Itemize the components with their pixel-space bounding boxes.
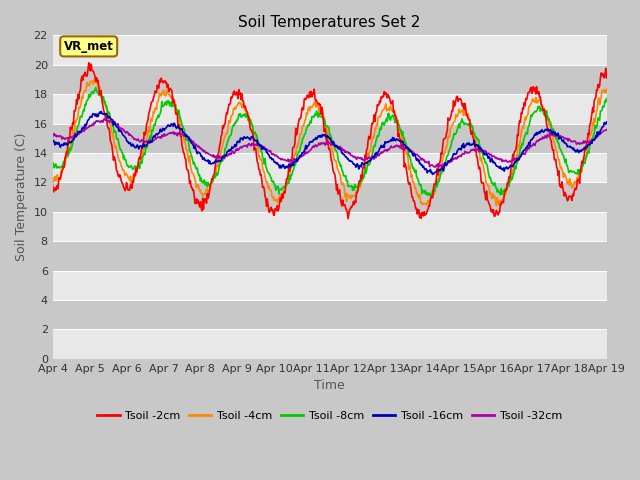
Bar	[52, 65, 607, 94]
Bar	[52, 182, 607, 212]
Legend: Tsoil -2cm, Tsoil -4cm, Tsoil -8cm, Tsoil -16cm, Tsoil -32cm: Tsoil -2cm, Tsoil -4cm, Tsoil -8cm, Tsoi…	[93, 407, 566, 425]
Text: VR_met: VR_met	[64, 40, 114, 53]
Bar	[52, 94, 607, 123]
Bar	[52, 36, 607, 65]
Y-axis label: Soil Temperature (C): Soil Temperature (C)	[15, 133, 28, 262]
Bar	[52, 241, 607, 271]
Title: Soil Temperatures Set 2: Soil Temperatures Set 2	[239, 15, 421, 30]
Bar	[52, 153, 607, 182]
Bar	[52, 300, 607, 329]
Bar	[52, 271, 607, 300]
Bar	[52, 329, 607, 359]
X-axis label: Time: Time	[314, 379, 345, 392]
Bar	[52, 123, 607, 153]
Bar	[52, 212, 607, 241]
